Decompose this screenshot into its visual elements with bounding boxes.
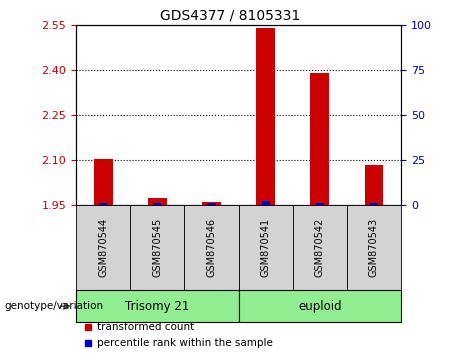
Text: euploid: euploid	[298, 300, 342, 313]
Bar	[76, 205, 130, 290]
Bar	[207, 202, 216, 205]
Text: GSM870546: GSM870546	[207, 218, 217, 278]
Bar	[370, 203, 378, 205]
Bar	[202, 202, 221, 205]
Text: GSM870544: GSM870544	[98, 218, 108, 278]
Bar	[148, 198, 167, 205]
Bar	[293, 205, 347, 290]
Bar	[239, 290, 401, 322]
Text: GSM870543: GSM870543	[369, 218, 379, 278]
Text: percentile rank within the sample: percentile rank within the sample	[97, 338, 273, 348]
Bar	[94, 159, 112, 205]
Bar	[310, 73, 329, 205]
Text: GSM870542: GSM870542	[315, 218, 325, 278]
Bar	[256, 28, 275, 205]
Bar	[99, 203, 107, 205]
Bar	[365, 165, 384, 205]
Bar	[347, 205, 401, 290]
Bar	[239, 205, 293, 290]
Text: transformed count: transformed count	[97, 322, 194, 332]
Text: GDS4377 / 8105331: GDS4377 / 8105331	[160, 9, 301, 23]
Text: GSM870541: GSM870541	[260, 218, 271, 278]
Bar	[184, 205, 238, 290]
Bar	[153, 203, 161, 205]
Bar	[261, 200, 270, 205]
Text: genotype/variation: genotype/variation	[5, 301, 104, 311]
Bar	[316, 203, 324, 205]
Bar	[76, 290, 238, 322]
Text: GSM870545: GSM870545	[152, 218, 162, 278]
Bar	[130, 205, 184, 290]
Text: Trisomy 21: Trisomy 21	[125, 300, 189, 313]
